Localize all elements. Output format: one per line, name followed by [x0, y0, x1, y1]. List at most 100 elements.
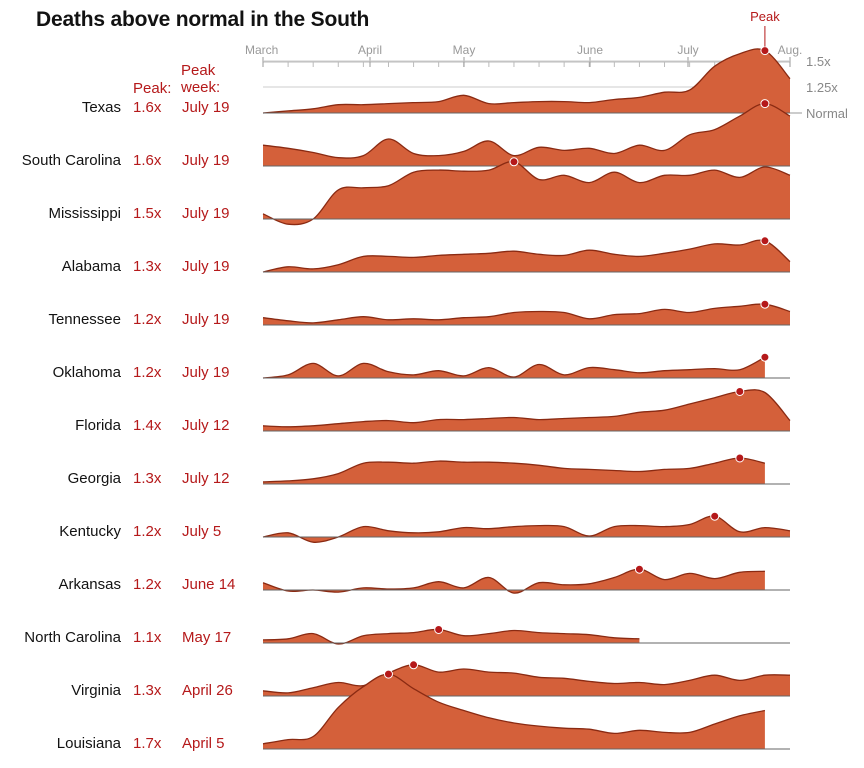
peak-dot-arkansas [634, 564, 644, 574]
state-name-tennessee: Tennessee [48, 311, 121, 328]
state-row: Texas 1.6x July 19 [82, 46, 791, 116]
state-name-north-carolina: North Carolina [24, 629, 121, 646]
line-virginia [262, 664, 791, 694]
state-name-oklahoma: Oklahoma [53, 364, 122, 381]
state-name-virginia: Virginia [71, 682, 121, 699]
peak-week-tennessee: July 19 [182, 311, 230, 328]
area-arkansas [263, 569, 765, 594]
area-georgia [263, 458, 765, 484]
peak-week-mississippi: July 19 [182, 205, 230, 222]
peak-value-south-carolina: 1.6x [133, 152, 162, 169]
line-oklahoma [262, 356, 766, 379]
peak-dot-kentucky [710, 511, 720, 521]
line-florida [262, 389, 791, 428]
peak-value-louisiana: 1.7x [133, 735, 162, 752]
area-kentucky [263, 516, 790, 543]
x-axis: March April May June July Aug. [245, 43, 803, 88]
peak-dot-alabama [760, 236, 770, 246]
state-row: South Carolina 1.6x July 19 [22, 99, 791, 169]
state-row: Florida 1.4x July 12 [75, 386, 791, 434]
line-mississippi [262, 160, 791, 226]
peak-week-virginia: April 26 [182, 682, 233, 699]
ref-label-1-25x: 1.25x [806, 80, 838, 95]
state-name-south-carolina: South Carolina [22, 152, 122, 169]
peak-dot-tennessee [760, 299, 770, 309]
peak-dot-georgia [735, 453, 745, 463]
state-name-kentucky: Kentucky [59, 523, 121, 540]
state-name-louisiana: Louisiana [57, 735, 122, 752]
line-south-carolina [262, 102, 791, 159]
state-name-georgia: Georgia [68, 470, 122, 487]
peak-value-tennessee: 1.2x [133, 311, 162, 328]
peak-week-arkansas: June 14 [182, 576, 235, 593]
peak-value-arkansas: 1.2x [133, 576, 162, 593]
peak-week-georgia: July 12 [182, 470, 230, 487]
month-label-aug: Aug. [778, 43, 803, 57]
line-kentucky [262, 515, 791, 543]
line-north-carolina [262, 628, 640, 645]
peak-value-texas: 1.6x [133, 99, 162, 116]
peak-week-label: Peak week: [181, 62, 221, 96]
line-tennessee [262, 303, 791, 324]
state-row: Arkansas 1.2x June 14 [58, 564, 790, 594]
state-name-texas: Texas [82, 99, 121, 116]
ref-label-1-5x: 1.5x [806, 54, 831, 69]
month-label-march: March [245, 43, 278, 57]
state-row: Georgia 1.3x July 12 [68, 453, 790, 487]
line-arkansas [262, 568, 765, 594]
peak-week-kentucky: July 5 [182, 523, 221, 540]
peak-value-north-carolina: 1.1x [133, 629, 162, 646]
area-louisiana [263, 674, 765, 749]
peak-week-alabama: July 19 [182, 258, 230, 275]
month-label-july: July [677, 43, 698, 57]
state-row: Kentucky 1.2x July 5 [59, 511, 791, 543]
peak-week-louisiana: April 5 [182, 735, 225, 752]
state-row: Oklahoma 1.2x July 19 [53, 352, 790, 381]
peak-value-georgia: 1.3x [133, 470, 162, 487]
state-name-alabama: Alabama [62, 258, 122, 275]
peak-week-oklahoma: July 19 [182, 364, 230, 381]
state-name-mississippi: Mississippi [48, 205, 121, 222]
state-row: Virginia 1.3x April 26 [71, 660, 791, 699]
area-alabama [263, 240, 790, 272]
state-rows: Texas 1.6x July 19 South Carolina 1.6x July 1… [22, 46, 791, 752]
peak-week-florida: July 12 [182, 417, 230, 434]
month-label-june: June [577, 43, 603, 57]
line-alabama [262, 239, 791, 273]
state-name-arkansas: Arkansas [58, 576, 121, 593]
peak-dot-florida [735, 386, 745, 396]
chart-title: Deaths above normal in the South [36, 8, 370, 31]
top-overlay: 1.5x 1.25x Normal Peak [750, 9, 848, 121]
area-oklahoma [263, 357, 765, 378]
peak-week-texas: July 19 [182, 99, 230, 116]
area-florida [263, 389, 790, 431]
peak-week-south-carolina: July 19 [182, 152, 230, 169]
peak-marker-label: Peak [750, 9, 780, 24]
peak-value-oklahoma: 1.2x [133, 364, 162, 381]
line-georgia [262, 457, 766, 483]
state-row: Alabama 1.3x July 19 [62, 236, 791, 275]
state-row: Louisiana 1.7x April 5 [57, 669, 790, 752]
peak-week-north-carolina: May 17 [182, 629, 231, 646]
peak-value-mississippi: 1.5x [133, 205, 162, 222]
peak-value-florida: 1.4x [133, 417, 162, 434]
line-texas [262, 48, 791, 114]
line-louisiana [262, 673, 766, 745]
area-tennessee [263, 303, 790, 325]
month-label-may: May [453, 43, 476, 57]
peak-value-virginia: 1.3x [133, 682, 162, 699]
peak-dot-virginia [409, 660, 419, 670]
peak-value-kentucky: 1.2x [133, 523, 162, 540]
area-virginia [263, 664, 790, 696]
peak-dot-south-carolina [760, 99, 770, 109]
peak-dot-mississippi [509, 157, 519, 167]
peak-dot-louisiana [383, 669, 393, 679]
month-label-april: April [358, 43, 382, 57]
state-name-florida: Florida [75, 417, 122, 434]
peak-label: Peak: [133, 80, 172, 97]
state-row: North Carolina 1.1x May 17 [24, 624, 790, 646]
ref-label-normal: Normal [806, 106, 848, 121]
peak-dot-oklahoma [760, 352, 770, 362]
area-texas [263, 48, 790, 113]
